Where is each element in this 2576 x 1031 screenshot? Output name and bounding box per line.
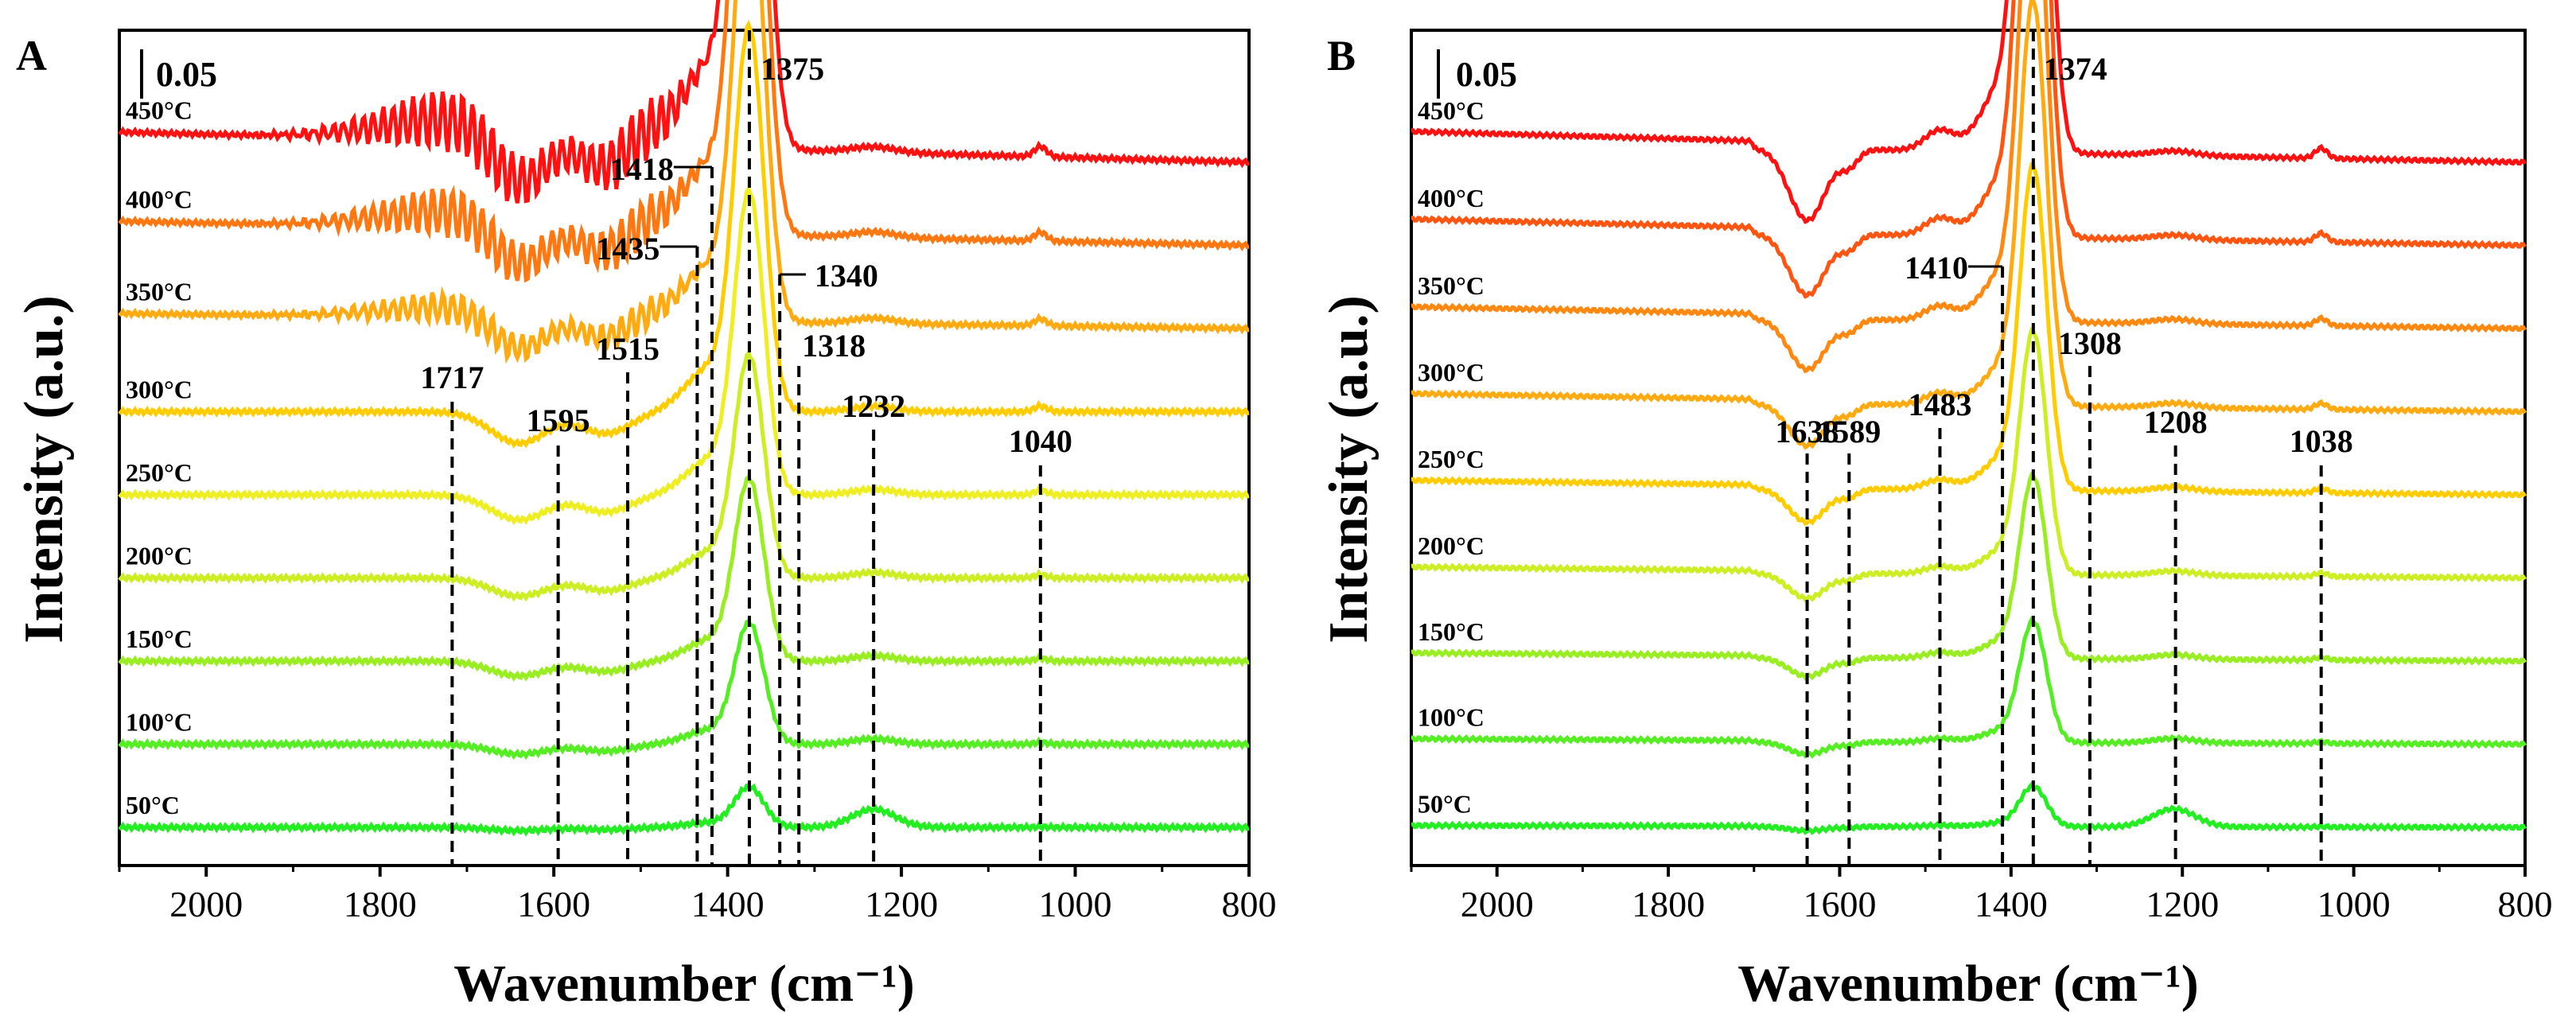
panel-a-peak-label-1: 1595 bbox=[527, 403, 590, 438]
panel-a-peak-label-2: 1515 bbox=[596, 331, 660, 367]
panel-a-series-label-4: 250°C bbox=[126, 458, 193, 487]
panel-b-peak-label-5: 1308 bbox=[2058, 325, 2122, 361]
panel-a-x-axis-ticks: 2000 1800 1600 1400 1200 1000 800 bbox=[118, 866, 1277, 924]
panel-b-peak-label-7: 1038 bbox=[2290, 423, 2353, 459]
panel-b-series-4 bbox=[1411, 161, 2527, 527]
panel-a-series-5 bbox=[118, 19, 1250, 449]
panel-b-series-label-2: 150°C bbox=[1418, 617, 1485, 646]
panel-a-x-tick-label-1: 1800 bbox=[344, 884, 417, 924]
panel-a-peak-label-4: 1418 bbox=[610, 151, 674, 187]
panel-b-peak-label-0: 1638 bbox=[1776, 414, 1839, 449]
panel-b-x-tick-label-5: 1000 bbox=[2317, 884, 2391, 924]
panel-a-x-tick-label-3: 1400 bbox=[691, 884, 765, 924]
panel-a-series-0 bbox=[118, 783, 1250, 837]
panel-b-peak-label-4: 1374 bbox=[2044, 51, 2107, 87]
panel-b-series-8 bbox=[1411, 0, 2527, 224]
panel-b-series-6 bbox=[1411, 0, 2527, 374]
panel-a-peak-label-6: 1340 bbox=[815, 258, 878, 294]
panel-a-series-label-8: 450°C bbox=[126, 96, 193, 125]
panel-a-series-7 bbox=[118, 0, 1250, 283]
panel-b-x-axis-title: Wavenumber (cm⁻¹) bbox=[1737, 955, 2199, 1013]
panel-a-plot-frame bbox=[118, 29, 1251, 867]
panel-a-series-group: 50°C 100°C 150°C 200°C 250°C 300°C 350°C 400°C 4… bbox=[118, 0, 1250, 837]
panel-a-x-tick-label-5: 1000 bbox=[1039, 884, 1112, 924]
panel-a-series-label-5: 300°C bbox=[126, 375, 193, 404]
panel-b-series-label-6: 350°C bbox=[1418, 271, 1485, 300]
panel-b-series-label-4: 250°C bbox=[1418, 445, 1485, 473]
panel-b-x-tick-label-4: 1200 bbox=[2146, 884, 2219, 924]
panel-a-series-label-0: 50°C bbox=[126, 791, 180, 819]
panel-a-series-1 bbox=[118, 618, 1250, 761]
panel-b-series-label-5: 300°C bbox=[1418, 358, 1485, 387]
panel-b-x-axis-ticks: 2000 1800 1600 1400 1200 1000 800 bbox=[1410, 866, 2553, 924]
panel-a-x-tick-label-6: 800 bbox=[1222, 884, 1277, 924]
panel-b-peak-label-6: 1208 bbox=[2144, 404, 2208, 440]
panel-b-series-label-1: 100°C bbox=[1418, 703, 1485, 732]
panel-a-peak-label-8: 1232 bbox=[842, 388, 905, 424]
panel-a-series-label-6: 350°C bbox=[126, 277, 193, 305]
panel-a-y-axis-title: Intensity (a.u.) bbox=[14, 295, 75, 644]
panel-a-series-label-2: 150°C bbox=[126, 624, 193, 653]
panel-b: B Intensity (a.u.) 0.05 50°C 100°C 150°C 20… bbox=[1318, 0, 2553, 1013]
panel-b-series-label-8: 450°C bbox=[1418, 96, 1485, 125]
panel-a-series-4 bbox=[118, 185, 1250, 526]
panel-a-series-2 bbox=[118, 473, 1250, 682]
panel-b-series-5 bbox=[1411, 0, 2527, 450]
panel-a-x-tick-label-2: 1600 bbox=[517, 884, 590, 924]
panel-a: A Intensity (a.u.) 0.05 50°C 100°C 150°C 20… bbox=[14, 0, 1277, 1013]
panel-a-scale-bar-label: 0.05 bbox=[156, 55, 217, 94]
panel-b-series-label-3: 200°C bbox=[1418, 531, 1485, 560]
panel-a-series-label-3: 200°C bbox=[126, 542, 193, 570]
panel-a-peak-label-3: 1435 bbox=[596, 231, 660, 267]
panel-a-series-label-7: 400°C bbox=[126, 185, 193, 214]
panel-b-series-label-0: 50°C bbox=[1418, 790, 1472, 819]
panel-b-y-axis-title: Intensity (a.u.) bbox=[1318, 295, 1379, 644]
panel-a-x-axis-title: Wavenumber (cm⁻¹) bbox=[453, 955, 915, 1013]
panel-a-letter: A bbox=[16, 32, 47, 80]
panel-b-series-label-7: 400°C bbox=[1418, 184, 1485, 212]
panel-a-peak-markers: 1717 1595 1515 1435 1418 1375 1340 1318 1232 1040 bbox=[420, 30, 1072, 866]
panel-b-peak-label-3: 1410 bbox=[1905, 250, 1968, 286]
panel-a-x-tick-label-4: 1200 bbox=[865, 884, 938, 924]
panel-b-letter: B bbox=[1327, 32, 1356, 80]
panel-b-series-3 bbox=[1411, 326, 2527, 603]
panel-b-peak-label-2: 1483 bbox=[1908, 387, 1971, 422]
panel-b-x-tick-label-2: 1600 bbox=[1803, 884, 1876, 924]
panel-b-x-tick-label-3: 1400 bbox=[1975, 884, 2048, 924]
panel-a-peak-label-7: 1318 bbox=[802, 328, 866, 364]
panel-b-series-2 bbox=[1411, 471, 2527, 681]
panel-a-peak-label-5: 1375 bbox=[761, 51, 824, 87]
panel-a-series-label-1: 100°C bbox=[126, 708, 193, 737]
panel-b-series-group: 50°C 100°C 150°C 200°C 250°C 300°C 350°C 400°C 4… bbox=[1411, 0, 2527, 835]
panel-b-series-0 bbox=[1411, 781, 2527, 835]
panel-b-x-tick-label-1: 1800 bbox=[1632, 884, 1705, 924]
panel-b-plot-frame bbox=[1410, 29, 2527, 867]
panel-b-series-1 bbox=[1411, 616, 2527, 759]
panel-b-peak-label-1: 1589 bbox=[1817, 414, 1881, 449]
panel-b-series-7 bbox=[1411, 0, 2527, 299]
panel-b-scale-bar-label: 0.05 bbox=[1456, 55, 1517, 94]
panel-a-series-8 bbox=[118, 0, 1250, 204]
panel-b-x-tick-label-0: 2000 bbox=[1461, 884, 1534, 924]
panel-b-x-tick-label-6: 800 bbox=[2498, 884, 2553, 924]
panel-a-peak-label-0: 1717 bbox=[420, 360, 484, 395]
panel-a-series-6 bbox=[118, 0, 1250, 364]
panel-a-peak-label-9: 1040 bbox=[1009, 423, 1072, 459]
panel-a-x-tick-label-0: 2000 bbox=[169, 884, 243, 924]
panel-a-series-3 bbox=[118, 349, 1250, 602]
